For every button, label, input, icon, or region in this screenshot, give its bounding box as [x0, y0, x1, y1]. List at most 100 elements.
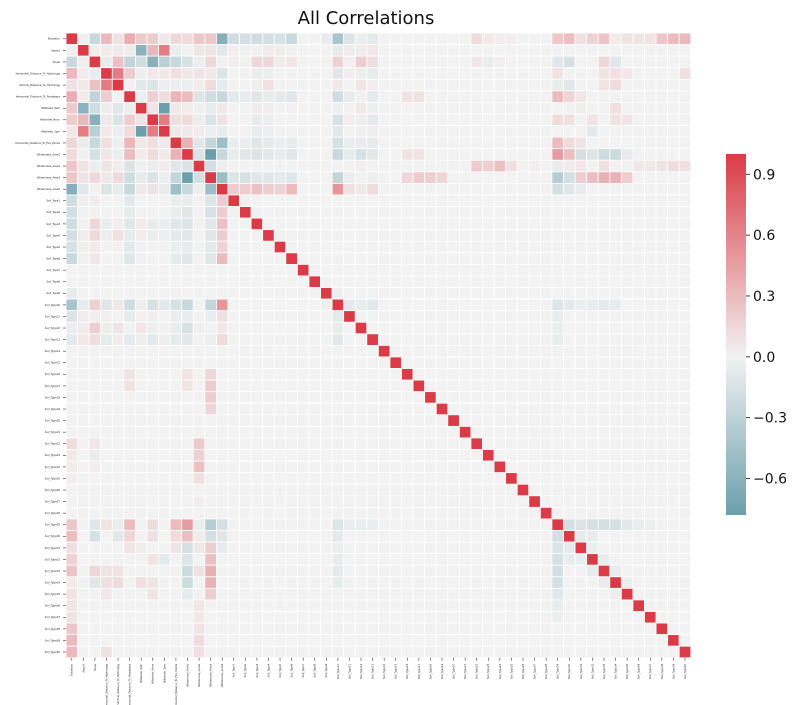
heatmap-cell: [412, 414, 426, 427]
heatmap-cell: [169, 113, 183, 126]
heatmap-cell: [204, 611, 217, 624]
heatmap-cell: [389, 391, 402, 404]
heatmap-cell: [447, 541, 460, 555]
heatmap-cell: [678, 321, 692, 335]
heatmap-cell: [296, 240, 310, 254]
heatmap-cell: [620, 576, 634, 589]
heatmap-cell: [586, 263, 599, 277]
heatmap-cell: [678, 356, 692, 369]
heatmap-cell: [169, 194, 183, 207]
heatmap-cell: [551, 622, 564, 636]
heatmap-cell: [563, 32, 576, 45]
heatmap-cell: [667, 495, 680, 508]
heatmap-cell: [123, 240, 136, 254]
heatmap-cell: [574, 645, 588, 659]
heatmap-cell: [135, 611, 148, 624]
heatmap-cell: [458, 44, 472, 57]
heatmap-cell: [528, 252, 541, 265]
heatmap-cell: [505, 217, 518, 231]
heatmap-cell: [320, 599, 333, 612]
heatmap-cell: [655, 252, 669, 265]
heatmap-cell: [169, 379, 183, 393]
heatmap-cell: [204, 368, 217, 381]
heatmap-cell: [135, 541, 148, 555]
heatmap-cell: [435, 611, 449, 624]
heatmap-cell: [158, 356, 171, 369]
heatmap-cell: [401, 125, 414, 138]
heatmap-cell: [111, 287, 125, 300]
heatmap-cell: [505, 194, 518, 207]
heatmap-cell: [135, 495, 148, 508]
heatmap-cell: [169, 368, 183, 381]
heatmap-cell: [273, 472, 287, 485]
heatmap-cell: [435, 321, 449, 335]
heatmap-cell: [528, 263, 541, 277]
heatmap-cell: [505, 414, 518, 427]
heatmap-cell: [655, 78, 669, 92]
heatmap-cell: [528, 356, 541, 369]
heatmap-cell: [678, 553, 692, 566]
heatmap-cell: [377, 483, 391, 497]
heatmap-cell: [320, 356, 333, 369]
heatmap-cell: [435, 449, 449, 462]
heatmap-cell: [111, 391, 125, 404]
heatmap-cell: [204, 414, 217, 427]
heatmap-cell: [563, 148, 576, 161]
heatmap-cell: [470, 78, 483, 92]
heatmap-cell: [216, 194, 229, 207]
heatmap-cell: [505, 599, 518, 612]
heatmap-cell: [470, 206, 483, 219]
heatmap-cell: [458, 391, 472, 404]
heatmap-cell: [216, 136, 229, 150]
heatmap-cell: [204, 541, 217, 555]
heatmap-cell: [123, 78, 136, 92]
heatmap-cell: [262, 171, 275, 184]
heatmap-cell: [111, 402, 125, 416]
heatmap-cell: [331, 472, 345, 485]
heatmap-cell: [458, 460, 472, 474]
heatmap-cell: [366, 252, 379, 265]
heatmap-cell: [65, 587, 78, 601]
heatmap-cell: [505, 460, 518, 474]
heatmap-cell: [516, 437, 530, 450]
heatmap-cell: [65, 206, 78, 219]
heatmap-cell: [435, 206, 449, 219]
heatmap-cell: [296, 506, 310, 520]
heatmap-cell: [528, 414, 541, 427]
heatmap-cell: [597, 425, 611, 439]
heatmap-cell: [181, 611, 194, 624]
x-tick-label: Soil_Type6: [290, 663, 294, 677]
heatmap-cell: [516, 622, 530, 636]
heatmap-cell: [424, 240, 437, 254]
heatmap-cell: [505, 564, 518, 578]
y-tick-label: Soil_Type24: [45, 465, 61, 469]
heatmap-cell: [227, 611, 240, 624]
heatmap-cell: [354, 541, 368, 555]
heatmap-cell: [273, 553, 287, 566]
heatmap-cell: [563, 437, 576, 450]
heatmap-cell: [655, 102, 669, 115]
heatmap-cell: [493, 379, 507, 393]
heatmap-cell: [493, 310, 507, 323]
heatmap-cell: [192, 541, 206, 555]
heatmap-cell: [470, 576, 483, 589]
heatmap-cell: [435, 576, 449, 589]
heatmap-cell: [320, 148, 333, 161]
heatmap-cell: [77, 506, 90, 520]
heatmap-cell: [644, 333, 657, 346]
heatmap-cell: [181, 460, 194, 474]
heatmap-cell: [296, 611, 310, 624]
heatmap-cell: [216, 472, 229, 485]
heatmap-cell: [458, 55, 472, 69]
heatmap-cell: [320, 32, 333, 45]
heatmap-cell: [100, 194, 113, 207]
heatmap-cell: [482, 530, 495, 543]
heatmap-cell: [158, 194, 171, 207]
heatmap-cell: [609, 136, 622, 150]
heatmap-cell: [401, 518, 414, 531]
heatmap-cell: [123, 102, 136, 115]
heatmap-cell: [239, 263, 252, 277]
heatmap-cell: [493, 298, 507, 312]
heatmap-cell: [644, 391, 657, 404]
heatmap-cell: [227, 55, 240, 69]
